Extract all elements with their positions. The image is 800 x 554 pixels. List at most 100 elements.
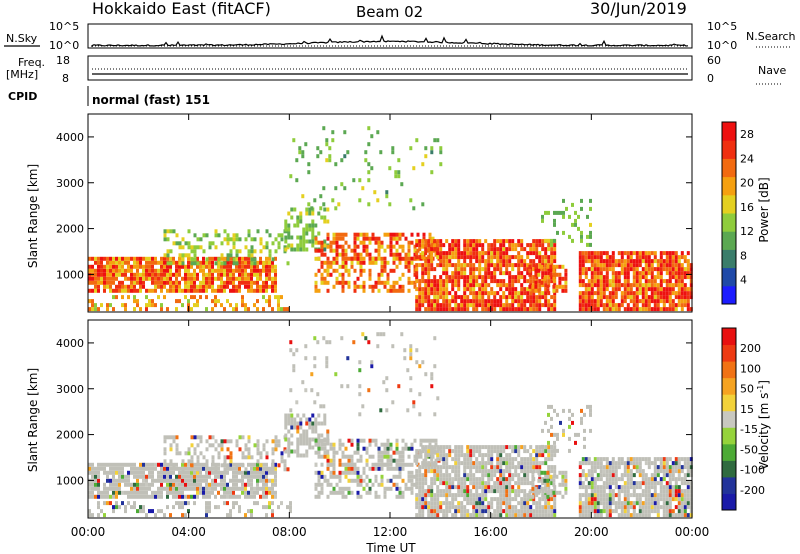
range-gate-cell bbox=[478, 469, 482, 474]
range-gate-cell bbox=[505, 501, 509, 506]
range-gate-cell bbox=[638, 473, 642, 478]
range-gate-cell bbox=[629, 291, 633, 296]
range-gate-cell bbox=[644, 457, 648, 462]
range-gate-cell bbox=[205, 509, 208, 514]
range-gate-cell bbox=[202, 494, 205, 499]
range-gate-cell bbox=[274, 482, 277, 487]
range-gate-cell bbox=[442, 291, 446, 296]
range-gate-cell bbox=[584, 485, 588, 490]
range-gate-cell bbox=[172, 284, 175, 289]
range-gate-cell bbox=[587, 461, 591, 466]
range-gate-cell bbox=[271, 478, 274, 483]
range-gate-cell bbox=[274, 256, 277, 261]
range-gate-cell bbox=[445, 283, 449, 288]
range-gate-cell bbox=[445, 291, 449, 296]
range-gate-cell bbox=[623, 481, 627, 486]
range-gate-cell bbox=[271, 470, 274, 475]
range-gate-cell bbox=[499, 251, 503, 256]
range-gate-cell bbox=[680, 255, 684, 260]
range-gate-cell bbox=[608, 263, 612, 268]
range-gate-cell bbox=[115, 276, 118, 281]
range-gate-cell bbox=[508, 513, 512, 518]
range-gate-cell bbox=[365, 232, 369, 237]
range-gate-cell bbox=[199, 268, 202, 273]
range-gate-cell bbox=[305, 227, 309, 232]
range-gate-cell bbox=[586, 234, 589, 239]
range-gate-cell bbox=[421, 299, 425, 304]
range-gate-cell bbox=[454, 505, 458, 510]
range-gate-cell bbox=[436, 299, 440, 304]
range-gate-cell bbox=[299, 453, 303, 458]
range-gate-cell bbox=[398, 260, 402, 265]
range-gate-cell bbox=[265, 245, 269, 250]
range-gate-cell bbox=[517, 295, 521, 300]
range-gate-cell bbox=[323, 280, 327, 285]
range-gate-cell bbox=[626, 279, 630, 284]
range-gate-cell bbox=[118, 280, 121, 285]
range-gate-cell bbox=[311, 239, 315, 244]
range-gate-cell bbox=[247, 253, 251, 258]
range-gate-cell bbox=[280, 307, 283, 312]
range-gate-cell bbox=[638, 493, 642, 498]
range-gate-cell bbox=[463, 307, 467, 312]
range-gate-cell bbox=[436, 513, 440, 518]
range-gate-cell bbox=[472, 465, 476, 470]
range-gate-cell bbox=[439, 465, 443, 470]
range-gate-cell bbox=[415, 473, 419, 478]
range-gate-cell bbox=[418, 283, 422, 288]
range-gate-cell bbox=[217, 288, 220, 293]
range-gate-cell bbox=[145, 474, 148, 479]
range-gate-cell bbox=[295, 178, 299, 183]
range-gate-cell bbox=[475, 303, 479, 308]
range-gate-cell bbox=[229, 288, 232, 293]
range-gate-cell bbox=[109, 288, 112, 293]
range-gate-cell bbox=[562, 214, 565, 219]
range-gate-cell bbox=[505, 247, 509, 252]
range-gate-cell bbox=[88, 513, 91, 518]
range-gate-cell bbox=[596, 473, 600, 478]
range-gate-cell bbox=[392, 236, 396, 241]
range-gate-cell bbox=[593, 279, 597, 284]
range-gate-cell bbox=[163, 439, 167, 444]
range-gate-cell bbox=[187, 462, 190, 467]
range-gate-cell bbox=[350, 490, 354, 495]
range-gate-cell bbox=[472, 445, 476, 450]
range-gate-cell bbox=[620, 461, 624, 466]
range-gate-cell bbox=[439, 445, 443, 450]
range-gate-cell bbox=[445, 279, 449, 284]
range-gate-cell bbox=[214, 439, 218, 444]
range-gate-cell bbox=[332, 232, 336, 237]
range-gate-cell bbox=[118, 505, 121, 510]
range-gate-cell bbox=[413, 244, 417, 249]
range-gate-cell bbox=[311, 425, 315, 430]
range-gate-cell bbox=[133, 466, 136, 471]
range-gate-cell bbox=[550, 444, 553, 449]
range-gate-cell bbox=[374, 478, 378, 483]
range-gate-cell bbox=[289, 509, 292, 514]
range-gate-cell bbox=[359, 252, 363, 257]
range-gate-cell bbox=[478, 271, 482, 276]
range-gate-cell bbox=[466, 275, 470, 280]
range-gate-cell bbox=[629, 307, 633, 312]
range-gate-cell bbox=[520, 509, 524, 514]
range-gate-cell bbox=[553, 513, 557, 518]
range-gate-cell bbox=[683, 477, 687, 482]
range-gate-cell bbox=[424, 501, 428, 506]
range-gate-cell bbox=[190, 284, 193, 289]
range-gate-cell bbox=[487, 489, 491, 494]
range-gate-cell bbox=[163, 237, 167, 242]
range-gate-cell bbox=[564, 478, 568, 483]
range-gate-cell bbox=[529, 461, 533, 466]
range-gate-cell bbox=[629, 477, 633, 482]
range-gate-cell bbox=[314, 494, 318, 499]
range-gate-cell bbox=[326, 236, 330, 241]
range-gate-cell bbox=[365, 244, 369, 249]
range-gate-cell bbox=[220, 439, 224, 444]
range-gate-cell bbox=[238, 505, 241, 510]
range-gate-cell bbox=[620, 251, 624, 256]
range-gate-cell bbox=[127, 482, 130, 487]
range-gate-cell bbox=[118, 268, 121, 273]
colorbar-tick-label: 24 bbox=[740, 152, 754, 165]
range-gate-cell bbox=[325, 142, 329, 147]
range-gate-cell bbox=[508, 275, 512, 280]
